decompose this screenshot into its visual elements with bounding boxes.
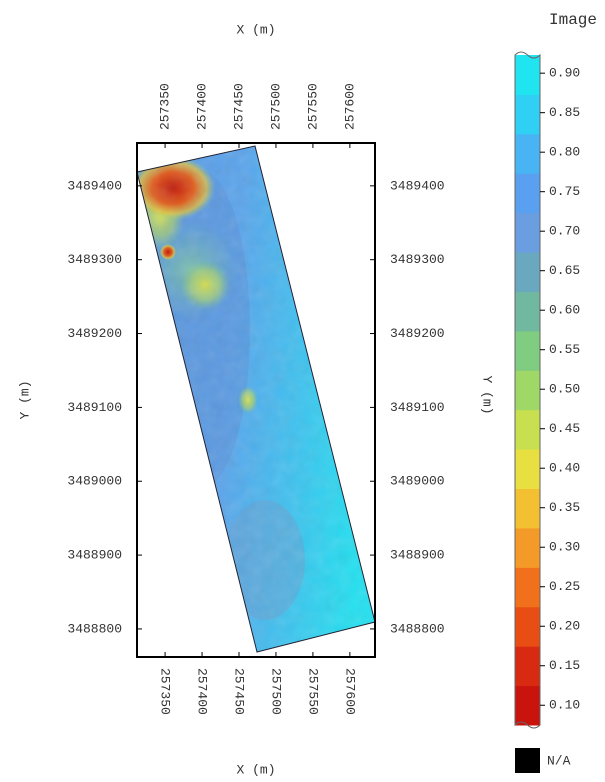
colorbar-band <box>515 370 540 411</box>
colorbar-band <box>515 173 540 214</box>
y-tick-label: 3488800 <box>67 621 122 636</box>
y-tick-label: 3489400 <box>390 178 445 193</box>
colorbar-band <box>515 567 540 608</box>
colorbar-band <box>515 330 540 371</box>
y-tick-label: 3489200 <box>67 326 122 341</box>
x-tick-label: 257600 <box>342 83 357 130</box>
y-tick-label: 3489300 <box>390 252 445 267</box>
colorbar-tick-label: 0.35 <box>549 500 580 515</box>
colorbar-tick-label: 0.50 <box>549 382 580 397</box>
colorbar-title: Image <box>549 11 597 29</box>
colorbar-tick-label: 0.85 <box>549 105 580 120</box>
colorbar-tick-label: 0.75 <box>549 184 580 199</box>
colorbar-tick-label: 0.55 <box>549 342 580 357</box>
colorbar-band <box>515 291 540 332</box>
colorbar-tick-label: 0.45 <box>549 421 580 436</box>
colorbar-outline <box>514 51 541 729</box>
colorbar-band <box>515 133 540 174</box>
x-tick-label: 257550 <box>305 668 320 715</box>
colorbar-band <box>515 527 540 568</box>
colorbar-tick-label: 0.65 <box>549 263 580 278</box>
na-label: N/A <box>547 753 571 768</box>
y-tick-label: 3489300 <box>67 252 122 267</box>
colorbar-tick-label: 0.70 <box>549 224 580 239</box>
y-tick-label: 3489100 <box>67 400 122 415</box>
colorbar-tick-label: 0.40 <box>549 461 580 476</box>
x-tick-label: 257350 <box>158 668 173 715</box>
y-tick-label: 3488800 <box>390 621 445 636</box>
x-tick-label: 257600 <box>342 668 357 715</box>
x-tick-label: 257450 <box>232 668 247 715</box>
colorbar-tick-label: 0.20 <box>549 619 580 634</box>
colorbar-band <box>515 646 540 687</box>
y-tick-label: 3489000 <box>67 474 122 489</box>
colorbar-band <box>515 606 540 647</box>
y-tick-label: 3489000 <box>390 474 445 489</box>
x-tick-label: 257500 <box>269 668 284 715</box>
colorbar-band <box>515 94 540 135</box>
x-tick-label: 257550 <box>305 83 320 130</box>
colorbar-band <box>515 212 540 253</box>
x-tick-label: 257500 <box>268 83 283 130</box>
y-tick-label: 3489100 <box>390 400 445 415</box>
colorbar-band <box>515 252 540 292</box>
na-swatch <box>515 748 540 773</box>
raster-image <box>137 146 375 652</box>
colorbar-band <box>515 409 540 450</box>
y-tick-label: 3489200 <box>390 326 445 341</box>
y-axis-title: Y (m) <box>17 380 32 419</box>
colorbar-tick-label: 0.90 <box>549 66 580 81</box>
y-tick-label: 3488900 <box>67 548 122 563</box>
colorbar-tick-label: 0.10 <box>549 698 580 713</box>
colorbar-tick-label: 0.25 <box>549 579 580 594</box>
colorbar-tick-label: 0.60 <box>549 303 580 318</box>
colorbar-band <box>515 685 540 726</box>
x-tick-label: 257400 <box>194 83 209 130</box>
x-axis-title: X (m) <box>236 22 275 37</box>
colorbar-tick-label: 0.80 <box>549 145 580 160</box>
colorbar-tick-label: 0.15 <box>549 658 580 673</box>
colorbar-band <box>515 449 540 490</box>
colorbar-band <box>515 55 540 95</box>
y-tick-label: 3488900 <box>390 548 445 563</box>
colorbar-tick-label: 0.30 <box>549 540 580 555</box>
plot-frame <box>136 142 376 658</box>
x-axis-title: X (m) <box>236 762 275 777</box>
y-axis-title: Y (m) <box>480 375 495 414</box>
x-tick-label: 257450 <box>231 83 246 130</box>
y-tick-label: 3489400 <box>67 178 122 193</box>
x-tick-label: 257400 <box>195 668 210 715</box>
x-tick-label: 257350 <box>158 83 173 130</box>
colorbar-band <box>515 488 540 529</box>
